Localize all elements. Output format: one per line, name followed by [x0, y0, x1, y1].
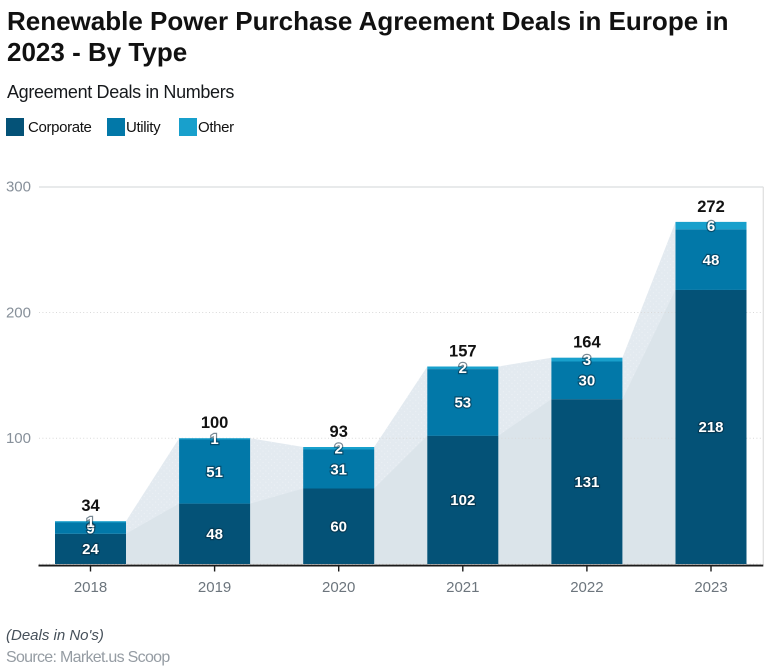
- svg-text:30: 30: [579, 373, 596, 390]
- svg-text:2: 2: [459, 360, 467, 377]
- svg-text:24: 24: [82, 541, 99, 558]
- svg-text:164: 164: [573, 334, 601, 352]
- svg-text:100: 100: [6, 430, 31, 447]
- svg-text:2022: 2022: [570, 579, 603, 596]
- svg-text:1: 1: [86, 514, 94, 531]
- svg-text:48: 48: [703, 252, 720, 269]
- svg-text:272: 272: [697, 198, 725, 216]
- svg-text:131: 131: [574, 474, 599, 491]
- svg-text:31: 31: [330, 461, 347, 478]
- svg-text:34: 34: [81, 497, 100, 515]
- svg-text:102: 102: [450, 492, 475, 509]
- svg-text:2020: 2020: [322, 579, 355, 596]
- svg-text:93: 93: [330, 423, 348, 441]
- svg-text:48: 48: [206, 526, 223, 543]
- svg-text:6: 6: [707, 218, 715, 235]
- svg-text:2021: 2021: [446, 579, 479, 596]
- svg-text:53: 53: [454, 395, 471, 412]
- svg-text:1: 1: [210, 431, 218, 448]
- svg-text:300: 300: [6, 179, 31, 196]
- svg-text:2019: 2019: [198, 579, 231, 596]
- svg-text:2: 2: [335, 441, 343, 458]
- svg-text:157: 157: [449, 343, 477, 361]
- svg-text:3: 3: [583, 352, 591, 369]
- svg-text:2018: 2018: [74, 579, 107, 596]
- svg-text:51: 51: [206, 464, 223, 481]
- svg-text:9: 9: [86, 521, 94, 538]
- svg-text:100: 100: [201, 414, 229, 432]
- svg-text:218: 218: [698, 419, 723, 436]
- svg-text:2023: 2023: [694, 579, 727, 596]
- svg-text:200: 200: [6, 305, 31, 322]
- svg-text:60: 60: [330, 519, 347, 536]
